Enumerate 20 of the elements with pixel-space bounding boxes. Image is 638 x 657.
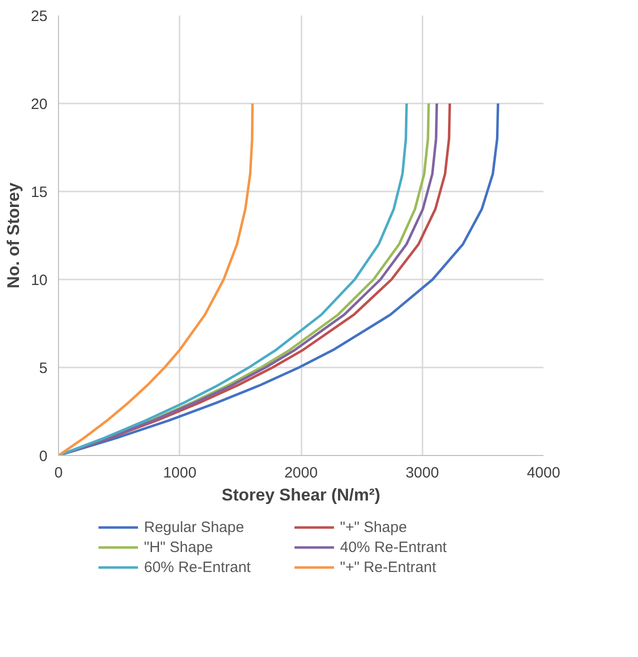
legend-label: "+" Re-Entrant <box>340 558 438 576</box>
legend-label: 40% Re-Entrant <box>340 538 448 556</box>
y-tick-label: 20 <box>30 96 48 113</box>
x-tick-label: 1000 <box>163 464 196 482</box>
y-tick-label: 25 <box>30 8 48 25</box>
legend-label: "+" Shape <box>340 518 408 536</box>
legend-label: 60% Re-Entrant <box>144 558 252 576</box>
y-tick-label: 10 <box>30 272 48 289</box>
x-tick-label: 4000 <box>526 464 560 482</box>
y-axis-title: No. of Storey <box>4 182 23 288</box>
x-tick-label: 0 <box>54 464 63 482</box>
legend-label: "H" Shape <box>144 538 214 556</box>
y-tick-label: 0 <box>39 448 48 465</box>
legend-label: Regular Shape <box>144 518 246 536</box>
line-series <box>58 102 254 456</box>
y-tick-label: 15 <box>30 184 48 201</box>
y-tick-label: 5 <box>39 360 48 377</box>
x-tick-label: 3000 <box>406 464 439 482</box>
x-axis-title: Storey Shear (N/m²) <box>222 486 380 504</box>
x-tick-label: 2000 <box>284 464 318 482</box>
